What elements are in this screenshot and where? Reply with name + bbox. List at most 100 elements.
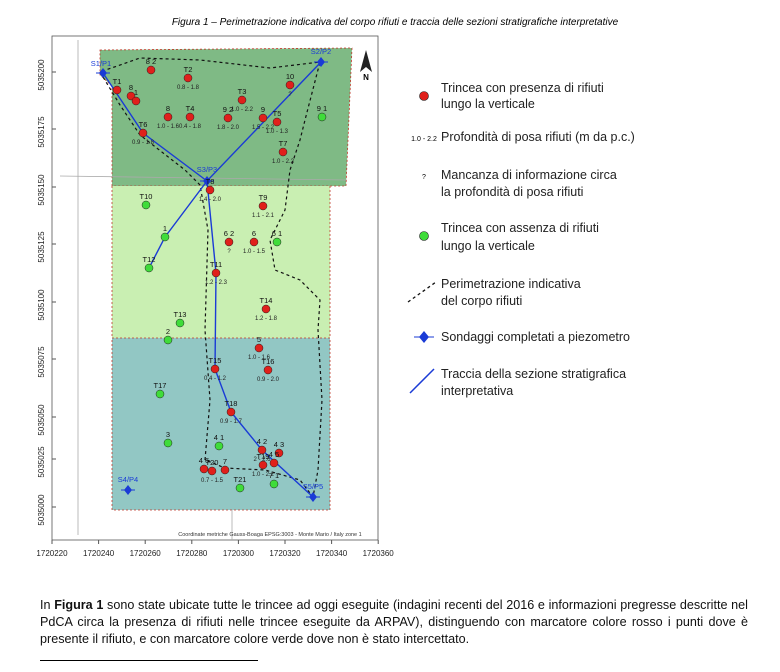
body-text: sono state ubicate tutte le trincee ad o… — [40, 598, 748, 646]
point-label: 8 — [129, 83, 133, 92]
trench-with-waste — [261, 304, 271, 314]
point-label: T7 — [279, 139, 288, 148]
well-label: S2/P2 — [311, 47, 331, 56]
trench-with-waste — [205, 185, 215, 195]
point-label: 5 — [257, 335, 261, 344]
legend-text: del corpo rifiuti — [441, 294, 522, 308]
point-label: T12 — [143, 255, 156, 264]
legend-text: Sondaggi completati a piezometro — [441, 330, 630, 344]
trench-with-waste — [237, 95, 247, 105]
trench-with-waste — [210, 364, 220, 374]
legend-text: Trincea con presenza di rifiuti — [441, 81, 604, 95]
point-label: T8 — [206, 177, 215, 186]
legend-text: Traccia della sezione stratigrafica — [441, 367, 626, 381]
trench-without-waste — [160, 232, 170, 242]
trench-without-waste — [163, 335, 173, 345]
trench-with-waste — [224, 237, 234, 247]
trench-without-waste — [235, 483, 245, 493]
point-depth: ? — [288, 92, 292, 98]
well-label: S3/P3 — [197, 165, 217, 174]
x-axis-label: 1720300 — [223, 549, 255, 558]
trench-with-waste — [223, 113, 233, 123]
y-axis-label: 5035025 — [37, 446, 46, 478]
point-label: 6 — [252, 229, 256, 238]
point-label: T16 — [262, 357, 275, 366]
trench-without-waste — [214, 441, 224, 451]
point-depth: ? — [227, 249, 231, 255]
y-axis-label: 5035175 — [37, 116, 46, 148]
point-depth: 1.0 - 1.6 — [157, 124, 180, 130]
coordinate-note: Coordinate metriche Gauss-Boaga EPSG:300… — [178, 532, 361, 538]
point-label: 4 3 — [274, 440, 284, 449]
point-depth: 1.8 - 2.0 — [217, 125, 240, 131]
legend-text: Trincea con assenza di rifiuti — [441, 221, 599, 235]
point-label: T6 — [139, 120, 148, 129]
point-label: T19 — [257, 452, 270, 461]
point-label: T2 — [184, 65, 193, 74]
body-text: In — [40, 598, 55, 612]
y-axis-label: 5035125 — [37, 231, 46, 263]
point-depth: 2 - 2.6 — [253, 457, 271, 463]
map: N Coordinate metriche Gauss-Boaga EPSG:3… — [36, 35, 394, 558]
trench-with-waste — [185, 112, 195, 122]
point-label: 4 2 — [257, 437, 267, 446]
legend-text: Perimetrazione indicativa — [441, 277, 581, 291]
body-bold: Figura 1 — [54, 598, 104, 612]
trench-with-waste — [272, 117, 282, 127]
point-label: 8 2 — [146, 57, 156, 66]
point-label: T10 — [140, 192, 153, 201]
trench-with-waste — [254, 343, 264, 353]
trench-with-waste — [207, 466, 217, 476]
point-depth: 1.5 - 2.2 — [252, 125, 275, 131]
trench-with-waste — [112, 85, 122, 95]
x-axis-label: 1720280 — [176, 549, 208, 558]
point-label: T21 — [234, 475, 247, 484]
x-axis-label: 1720340 — [316, 549, 348, 558]
trench-with-waste — [199, 464, 209, 474]
point-depth: 0.9 - 1.8 — [132, 140, 155, 146]
well-label: S1/P1 — [91, 59, 111, 68]
trench-with-waste — [138, 128, 148, 138]
point-label: T1 — [113, 77, 122, 86]
point-depth: 1.0 - 1.3 — [266, 129, 289, 135]
point-label: 6 2 — [224, 229, 234, 238]
legend-perimeter — [407, 281, 437, 303]
point-label: 7 1 — [269, 471, 279, 480]
point-label: 2 — [166, 327, 170, 336]
y-axis-label: 5035100 — [37, 289, 46, 321]
point-label: 10 — [286, 72, 294, 81]
trench-without-waste — [272, 237, 282, 247]
trench-with-waste — [226, 407, 236, 417]
point-label: T5 — [273, 109, 282, 118]
trench-without-waste — [155, 389, 165, 399]
point-label: 4 1 — [214, 433, 224, 442]
point-label: T9 — [259, 193, 268, 202]
legend-text: la profondità di posa rifiuti — [441, 185, 583, 199]
legend-text: lungo la verticale — [441, 239, 535, 253]
trench-with-waste — [211, 268, 221, 278]
point-label: 6 1 — [272, 229, 282, 238]
point-label: 8 — [166, 104, 170, 113]
trench-with-waste — [285, 80, 295, 90]
legend-text: interpretativa — [441, 384, 513, 398]
legend-trace — [409, 368, 435, 394]
y-axis-label: 5035000 — [37, 494, 46, 526]
legend-text: lungo la verticale — [441, 97, 535, 111]
section-trace — [206, 180, 314, 498]
point-depth: 0.4 - 1.8 — [179, 124, 202, 130]
trench-with-waste — [258, 113, 268, 123]
point-label: 1 — [134, 88, 138, 97]
x-axis-label: 1720320 — [269, 549, 301, 558]
footnote-rule — [40, 660, 258, 661]
x-axis-label: 1720260 — [130, 549, 162, 558]
point-depth: 1.0 - 1.6 — [248, 355, 271, 361]
point-depth: 1.0 - 1.5 — [243, 249, 266, 255]
point-depth: 1.0 - 2.2 — [272, 159, 295, 165]
point-depth: 1.0 - 2.2 — [252, 472, 275, 478]
x-axis-label: 1720240 — [83, 549, 115, 558]
point-label: T11 — [210, 260, 222, 269]
trench-with-waste — [249, 237, 259, 247]
figure: Figura 1 – Perimetrazione indicativa del… — [36, 17, 634, 558]
point-depth: 0.8 - 1.8 — [177, 85, 200, 91]
